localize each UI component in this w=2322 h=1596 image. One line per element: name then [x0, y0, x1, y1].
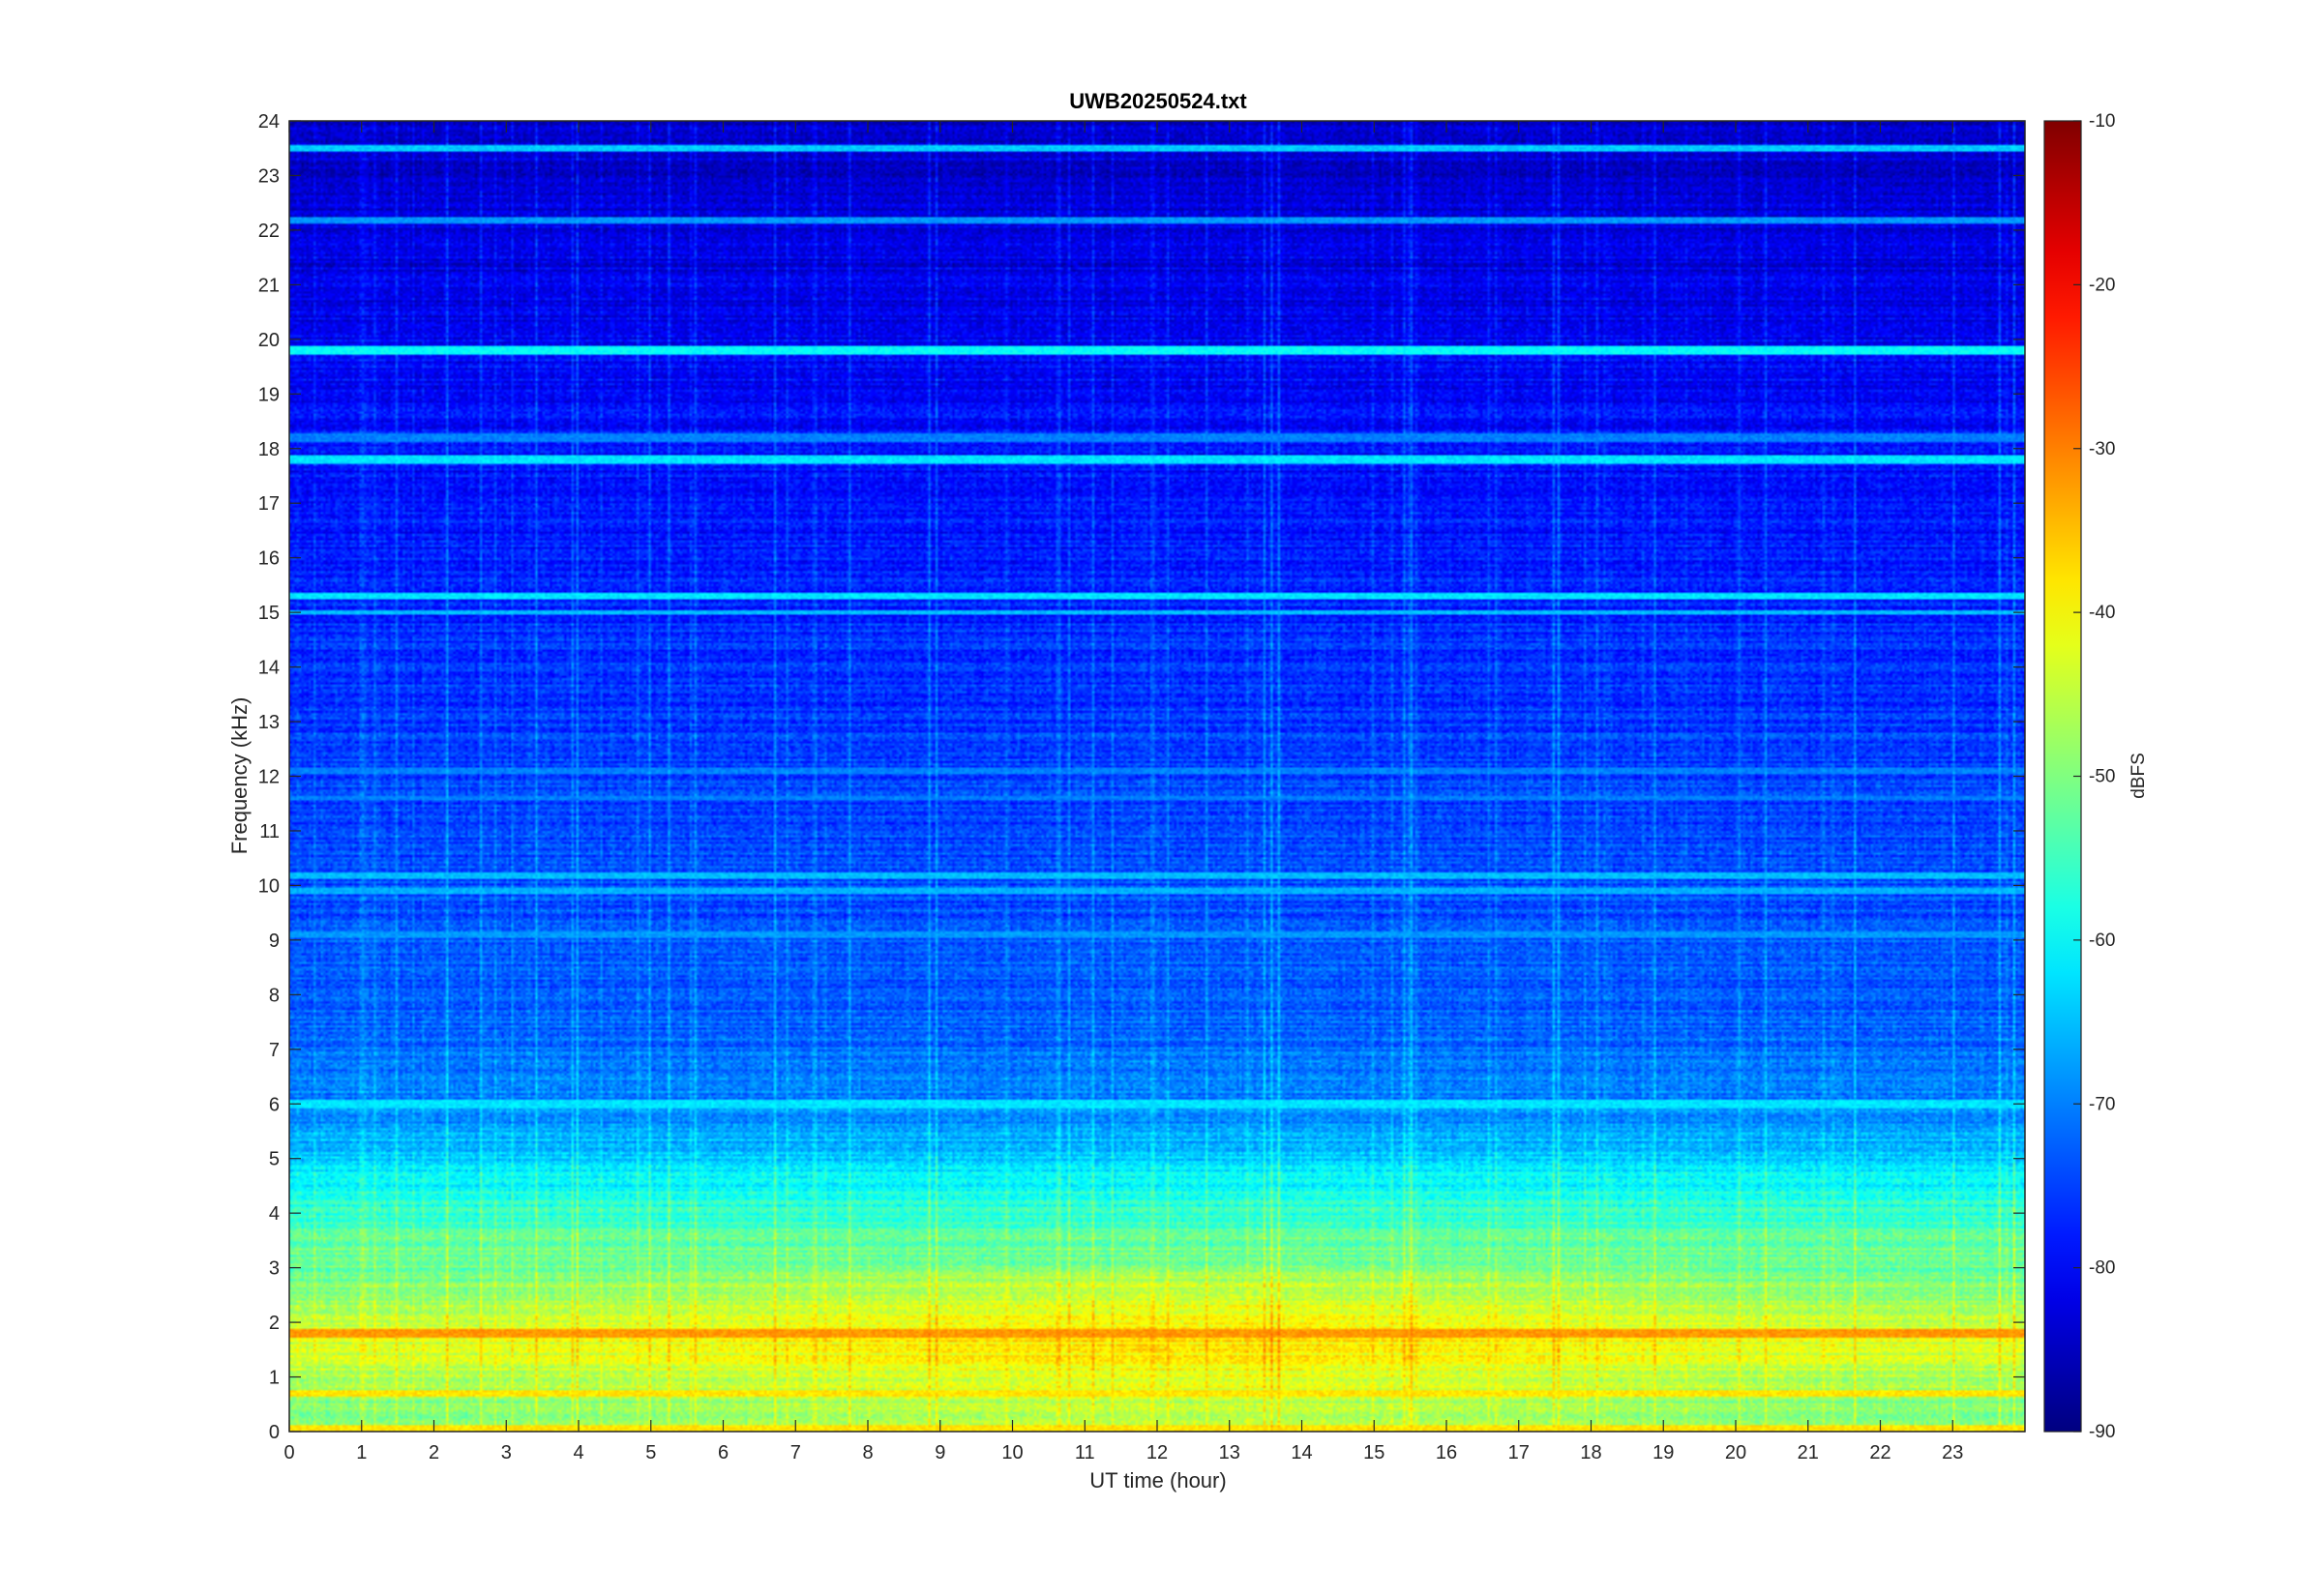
x-tick-label: 17 [1508, 1442, 1530, 1463]
x-tick-label: 7 [790, 1442, 801, 1463]
x-axis-label: UT time (hour) [1089, 1468, 1226, 1493]
x-tick-label: 2 [429, 1442, 439, 1463]
y-tick-label: 16 [258, 548, 280, 570]
y-tick-label: 2 [269, 1313, 280, 1334]
colorbar-label: dBFS [2128, 753, 2149, 799]
colorbar-tick-label: -70 [2089, 1094, 2115, 1114]
x-tick-label: 13 [1219, 1442, 1240, 1463]
x-tick-label: 19 [1652, 1442, 1674, 1463]
colorbar-tick-label: -30 [2089, 439, 2115, 459]
spectrogram-plot-area [288, 120, 2026, 1433]
x-tick-label: 18 [1580, 1442, 1601, 1463]
x-tick-label: 10 [1001, 1442, 1023, 1463]
y-tick-label: 9 [269, 931, 280, 952]
x-tick-label: 23 [1942, 1442, 1963, 1463]
x-tick-label: 21 [1798, 1442, 1819, 1463]
y-tick-label: 8 [269, 985, 280, 1006]
x-tick-label: 9 [935, 1442, 945, 1463]
colorbar-tick-label: -80 [2089, 1258, 2115, 1279]
colorbar: -10 -20 -30 -40 -50 -60 -70 -80 -90 dBFS [2043, 111, 2149, 1442]
chart-title: UWB20250524.txt [1069, 89, 1247, 113]
x-tick-label: 1 [356, 1442, 367, 1463]
x-tick-label: 4 [573, 1442, 583, 1463]
y-tick-label: 10 [258, 875, 280, 897]
y-tick-label: 18 [258, 439, 280, 460]
x-tick-label: 14 [1291, 1442, 1312, 1463]
colorbar-tick-label: -10 [2089, 111, 2115, 132]
y-tick-label: 20 [258, 330, 280, 351]
y-tick-label: 0 [269, 1422, 280, 1443]
x-tick-label: 5 [645, 1442, 656, 1463]
x-axis: 0 1 2 3 4 5 6 7 8 9 10 11 12 13 14 15 16 17 18 19 20 21 22 23 [283, 121, 1963, 1463]
y-tick-label: 14 [258, 658, 280, 679]
colorbar-tick-label: -20 [2089, 275, 2115, 295]
x-tick-label: 0 [283, 1442, 294, 1463]
colorbar-ticks: -10 -20 -30 -40 -50 -60 -70 -80 -90 [2073, 111, 2115, 1442]
y-tick-label: 19 [258, 384, 280, 405]
y-tick-label: 7 [269, 1040, 280, 1061]
y-tick-label: 24 [258, 111, 280, 133]
x-tick-label: 6 [718, 1442, 729, 1463]
y-tick-label: 5 [269, 1149, 280, 1170]
y-tick-label: 13 [258, 712, 280, 733]
y-tick-label: 12 [258, 767, 280, 788]
colorbar-tick-label: -40 [2089, 603, 2115, 623]
y-tick-label: 3 [269, 1258, 280, 1280]
x-tick-label: 11 [1075, 1442, 1095, 1463]
x-tick-label: 20 [1725, 1442, 1746, 1463]
x-tick-label: 15 [1363, 1442, 1384, 1463]
y-tick-label: 23 [258, 165, 280, 187]
x-tick-label: 22 [1869, 1442, 1890, 1463]
y-tick-label: 4 [269, 1203, 280, 1225]
x-tick-label: 3 [501, 1442, 512, 1463]
y-tick-label: 1 [269, 1368, 280, 1389]
x-tick-label: 12 [1146, 1442, 1168, 1463]
y-tick-label: 15 [258, 603, 280, 624]
spectrogram-heatmap [289, 121, 2025, 1432]
colorbar-tick-label: -90 [2089, 1422, 2115, 1442]
y-tick-label: 6 [269, 1094, 280, 1115]
y-tick-label: 21 [258, 275, 280, 296]
colorbar-tick-label: -60 [2089, 931, 2115, 951]
y-tick-label: 17 [258, 493, 280, 515]
x-tick-label: 16 [1436, 1442, 1457, 1463]
colorbar-tick-label: -50 [2089, 767, 2115, 787]
x-tick-label: 8 [862, 1442, 873, 1463]
y-axis-label: Frequency (kHz) [227, 697, 252, 855]
y-tick-label: 22 [258, 221, 280, 242]
y-tick-label: 11 [259, 821, 280, 842]
